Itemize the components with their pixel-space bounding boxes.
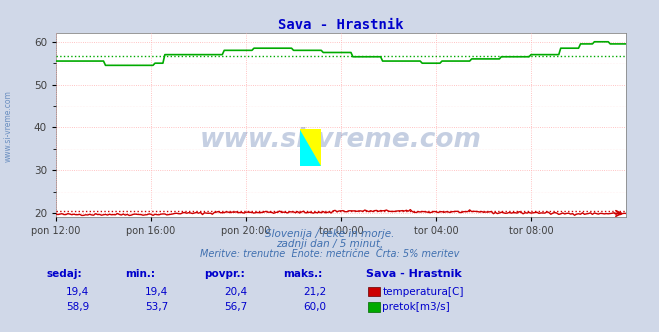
Text: www.si-vreme.com: www.si-vreme.com bbox=[3, 90, 13, 162]
Text: temperatura[C]: temperatura[C] bbox=[382, 287, 464, 297]
Polygon shape bbox=[300, 129, 321, 166]
Text: Slovenija / reke in morje.: Slovenija / reke in morje. bbox=[265, 229, 394, 239]
Text: 20,4: 20,4 bbox=[224, 287, 247, 297]
Text: sedaj:: sedaj: bbox=[46, 269, 82, 279]
Text: zadnji dan / 5 minut.: zadnji dan / 5 minut. bbox=[276, 239, 383, 249]
Text: Meritve: trenutne  Enote: metrične  Črta: 5% meritev: Meritve: trenutne Enote: metrične Črta: … bbox=[200, 249, 459, 259]
Text: 58,9: 58,9 bbox=[66, 302, 89, 312]
Text: Sava - Hrastnik: Sava - Hrastnik bbox=[366, 269, 461, 279]
Text: povpr.:: povpr.: bbox=[204, 269, 245, 279]
Text: pretok[m3/s]: pretok[m3/s] bbox=[382, 302, 450, 312]
Text: 21,2: 21,2 bbox=[303, 287, 326, 297]
Title: Sava - Hrastnik: Sava - Hrastnik bbox=[278, 18, 404, 32]
Polygon shape bbox=[300, 129, 321, 166]
Text: min.:: min.: bbox=[125, 269, 156, 279]
Text: 60,0: 60,0 bbox=[303, 302, 326, 312]
Text: 19,4: 19,4 bbox=[66, 287, 89, 297]
Text: www.si-vreme.com: www.si-vreme.com bbox=[200, 127, 482, 153]
Text: 53,7: 53,7 bbox=[145, 302, 168, 312]
Text: 56,7: 56,7 bbox=[224, 302, 247, 312]
Text: 19,4: 19,4 bbox=[145, 287, 168, 297]
Text: maks.:: maks.: bbox=[283, 269, 323, 279]
